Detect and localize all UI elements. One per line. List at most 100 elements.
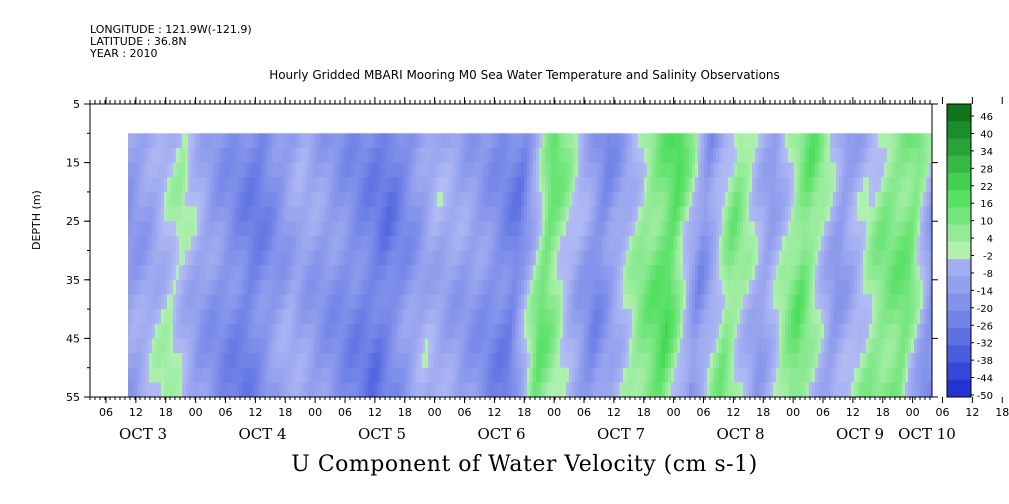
heatmap-cell — [707, 235, 711, 251]
heatmap-cell — [929, 147, 933, 164]
heatmap-cell — [506, 250, 510, 266]
heatmap-cell — [572, 133, 576, 149]
heatmap-cell — [629, 147, 633, 164]
heatmap-cell — [251, 235, 255, 251]
heatmap-cell — [719, 353, 723, 369]
heatmap-cell — [896, 309, 900, 325]
heatmap-cell — [479, 323, 483, 339]
heatmap-cell — [473, 309, 477, 325]
heatmap-cell — [434, 235, 438, 251]
heatmap-cell — [812, 162, 816, 178]
heatmap-cell — [560, 338, 564, 354]
heatmap-cell — [605, 162, 609, 178]
heatmap-cell — [275, 338, 279, 354]
heatmap-cell — [617, 235, 621, 251]
heatmap-cell — [524, 147, 528, 164]
heatmap-cell — [713, 294, 717, 310]
heatmap-cell — [617, 250, 621, 266]
heatmap-cell — [536, 279, 540, 295]
heatmap-cell — [401, 177, 405, 193]
heatmap-cell — [833, 382, 837, 398]
heatmap-cell — [209, 177, 213, 193]
heatmap-cell — [257, 221, 261, 237]
heatmap-cell — [695, 323, 699, 339]
heatmap-cell — [356, 221, 360, 237]
heatmap-cell — [614, 353, 618, 369]
heatmap-cell — [323, 309, 327, 325]
heatmap-cell — [245, 191, 249, 208]
heatmap-cell — [182, 162, 186, 178]
heatmap-cell — [695, 133, 699, 149]
heatmap-cell — [578, 206, 582, 222]
heatmap-cell — [656, 191, 660, 208]
heatmap-cell — [323, 382, 327, 398]
heatmap-cell — [380, 162, 384, 178]
heatmap-cell — [377, 235, 381, 251]
heatmap-cell — [350, 221, 354, 237]
heatmap-cell — [548, 338, 552, 354]
heatmap-cell — [533, 235, 537, 251]
heatmap-cell — [329, 309, 333, 325]
heatmap-cell — [449, 353, 453, 369]
heatmap-cell — [134, 147, 138, 164]
heatmap-cell — [839, 250, 843, 266]
heatmap-cell — [677, 309, 681, 325]
heatmap-cell — [242, 147, 246, 164]
heatmap-cell — [701, 353, 705, 369]
heatmap-cell — [158, 367, 162, 383]
heatmap-cell — [641, 235, 645, 251]
heatmap-cell — [392, 235, 396, 251]
heatmap-cell — [833, 191, 837, 208]
heatmap-cell — [506, 133, 510, 149]
heatmap-cell — [257, 162, 261, 178]
heatmap-cell — [803, 250, 807, 266]
heatmap-cell — [758, 353, 762, 369]
heatmap-cell — [755, 265, 759, 281]
heatmap-cell — [857, 147, 861, 164]
heatmap-cell — [521, 382, 525, 398]
heatmap-cell — [131, 206, 135, 222]
heatmap-cell — [662, 206, 666, 222]
heatmap-cell — [302, 250, 306, 266]
heatmap-cell — [230, 309, 234, 325]
heatmap-cell — [437, 221, 441, 237]
heatmap-cell — [314, 294, 318, 310]
heatmap-cell — [884, 353, 888, 369]
heatmap-cell — [731, 279, 735, 295]
heatmap-cell — [836, 191, 840, 208]
heatmap-cell — [446, 279, 450, 295]
heatmap-cell — [707, 323, 711, 339]
heatmap-cell — [689, 250, 693, 266]
heatmap-cell — [881, 162, 885, 178]
heatmap-cell — [452, 250, 456, 266]
heatmap-cell — [695, 265, 699, 281]
y-tick-label: 15 — [66, 157, 80, 170]
heatmap-cell — [563, 162, 567, 178]
heatmap-cell — [152, 279, 156, 295]
heatmap-cell — [815, 191, 819, 208]
heatmap-cell — [143, 191, 147, 208]
heatmap-cell — [383, 265, 387, 281]
heatmap-cell — [800, 353, 804, 369]
heatmap-cell — [437, 162, 441, 178]
heatmap-cell — [281, 191, 285, 208]
heatmap-cell — [350, 177, 354, 193]
heatmap-cell — [473, 177, 477, 193]
heatmap-cell — [764, 294, 768, 310]
heatmap-cell — [332, 353, 336, 369]
heatmap-cell — [704, 235, 708, 251]
heatmap-cell — [683, 323, 687, 339]
heatmap-cell — [191, 191, 195, 208]
heatmap-cell — [422, 221, 426, 237]
heatmap-cell — [347, 382, 351, 398]
heatmap-cell — [518, 162, 522, 178]
heatmap-cell — [923, 250, 927, 266]
heatmap-cell — [317, 323, 321, 339]
heatmap-cell — [539, 294, 543, 310]
heatmap-cell — [218, 133, 222, 149]
heatmap-cell — [197, 250, 201, 266]
heatmap-cell — [629, 191, 633, 208]
heatmap-cell — [518, 133, 522, 149]
heatmap-cell — [422, 265, 426, 281]
heatmap-cell — [254, 235, 258, 251]
